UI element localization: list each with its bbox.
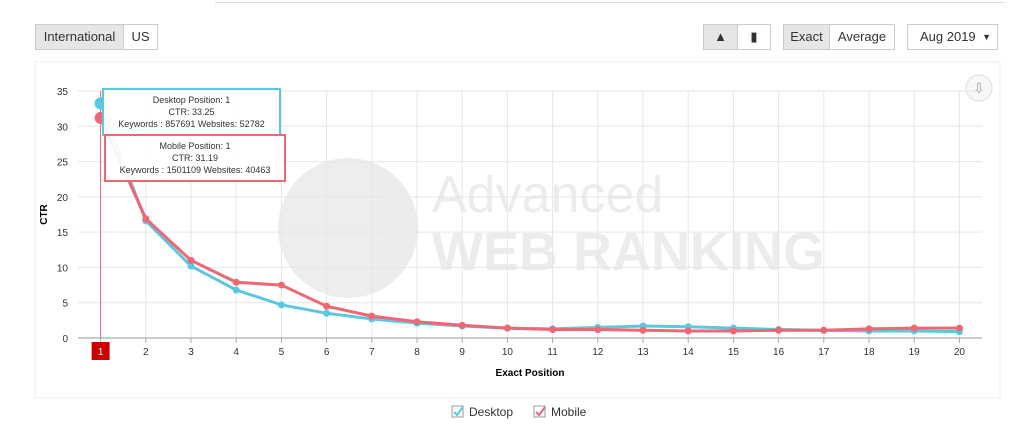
data-point xyxy=(549,326,557,334)
data-point xyxy=(232,286,240,294)
data-point xyxy=(955,324,963,332)
data-point xyxy=(639,326,647,334)
y-tick-label: 0 xyxy=(62,334,68,345)
watermark-text: WEB RANKING xyxy=(432,222,825,282)
data-point xyxy=(729,327,737,335)
y-tick-label: 20 xyxy=(57,193,69,204)
data-point xyxy=(142,215,150,223)
area-chart-button[interactable]: ▲ xyxy=(703,24,738,50)
x-axis-title: Exact Position xyxy=(496,368,565,379)
x-tick-label: 2 xyxy=(143,347,149,358)
x-tick-label: 4 xyxy=(233,347,239,358)
x-tick-label: 10 xyxy=(502,347,514,358)
legend-label: Mobile xyxy=(551,405,587,419)
x-tick-label: 20 xyxy=(954,347,966,358)
data-point xyxy=(413,318,421,326)
tooltip-text: CTR: 31.19 xyxy=(172,153,218,163)
x-tick-label: 11 xyxy=(547,347,558,358)
data-point xyxy=(187,262,195,270)
x-tick-label: 9 xyxy=(459,347,465,358)
data-point xyxy=(594,326,602,334)
legend-checkbox[interactable] xyxy=(451,405,464,418)
x-tick-label: 7 xyxy=(369,347,375,358)
data-point xyxy=(865,325,873,333)
month-value: Aug 2019 xyxy=(920,29,976,44)
data-point xyxy=(187,256,195,264)
chart-frame xyxy=(34,61,1001,399)
x-tick-label: 6 xyxy=(324,347,330,358)
data-point xyxy=(775,326,783,334)
tooltip-box xyxy=(104,134,286,182)
mode-button[interactable]: Average xyxy=(829,24,895,50)
watermark: Advanced WEB RANKING xyxy=(278,158,825,298)
x-tick-highlight xyxy=(91,342,110,360)
data-point xyxy=(323,302,331,310)
y-tick-label: 10 xyxy=(57,263,69,274)
y-tick-label: 15 xyxy=(57,228,69,239)
mode-button[interactable]: Exact xyxy=(783,24,830,50)
legend-check xyxy=(453,406,464,417)
y-tick-label: 5 xyxy=(62,299,68,310)
x-tick-label: 12 xyxy=(592,347,604,358)
region-button[interactable]: US xyxy=(123,24,158,50)
x-tick-label: 3 xyxy=(188,347,194,358)
top-rule xyxy=(215,0,1005,3)
legend-check xyxy=(535,406,546,417)
x-tick-label: 8 xyxy=(414,347,420,358)
data-point xyxy=(820,326,828,334)
data-point xyxy=(503,324,511,332)
tooltip-text: Keywords : 1501109 Websites: 40463 xyxy=(120,165,271,175)
x-tick-label: 13 xyxy=(637,347,649,358)
data-point xyxy=(323,309,331,317)
region-button[interactable]: International xyxy=(35,24,124,50)
x-tick-label: 1 xyxy=(98,347,104,358)
month-select[interactable]: Aug 2019 ▼ xyxy=(907,24,998,50)
data-point xyxy=(910,324,918,332)
x-tick-label: 15 xyxy=(728,347,740,358)
x-tick-label: 14 xyxy=(683,347,695,358)
x-tick-label: 17 xyxy=(818,347,830,358)
data-point xyxy=(277,281,285,289)
download-icon: ⇩ xyxy=(973,80,985,96)
y-tick-label: 25 xyxy=(57,158,69,169)
y-tick-label: 35 xyxy=(57,87,69,98)
legend-checkbox[interactable] xyxy=(533,405,546,418)
data-point xyxy=(684,327,692,335)
y-axis-title: CTR xyxy=(39,203,50,224)
data-point xyxy=(458,321,466,329)
legend-label: Desktop xyxy=(469,405,513,419)
tooltip-text: Mobile Position: 1 xyxy=(159,141,230,151)
x-tick-label: 5 xyxy=(279,347,285,358)
download-button[interactable] xyxy=(965,74,993,102)
tooltip-text: CTR: 33.25 xyxy=(168,107,214,117)
data-point xyxy=(277,301,285,309)
tooltip-box xyxy=(102,88,281,136)
x-tick-label: 19 xyxy=(909,347,921,358)
series-line xyxy=(99,117,960,333)
data-point xyxy=(368,312,376,320)
tooltip-text: Keywords : 857691 Websites: 52782 xyxy=(118,119,264,129)
y-tick-label: 30 xyxy=(57,122,69,133)
watermark-text: Advanced xyxy=(432,166,663,224)
data-point xyxy=(232,278,240,286)
tooltip-text: Desktop Position: 1 xyxy=(153,95,231,105)
x-tick-label: 16 xyxy=(773,347,785,358)
bar-chart-button[interactable]: ▮ xyxy=(737,24,771,50)
x-tick-label: 18 xyxy=(863,347,875,358)
